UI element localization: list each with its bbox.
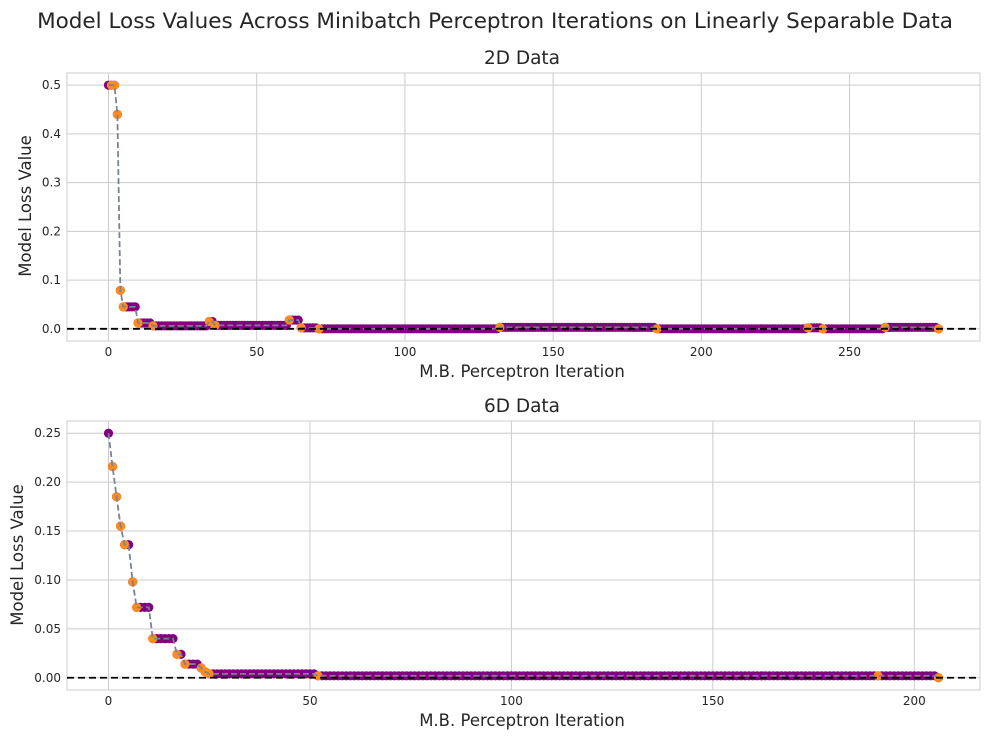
- series-area: [103, 428, 944, 683]
- y-tick-label: 0.20: [34, 475, 61, 489]
- x-tick-label: 250: [838, 345, 861, 359]
- panel-6d-data: 6D Data 0 50 100 150 200 0.00 0.05 0.10 0.15 0.20…: [8, 396, 981, 730]
- x-axis-label: M.B. Perceptron Iteration: [419, 362, 625, 381]
- x-tick-label: 200: [690, 345, 713, 359]
- axes-frame: [66, 72, 981, 342]
- x-tick-label: 50: [302, 694, 317, 708]
- y-tick-label: 0.5: [42, 78, 61, 92]
- x-tick-label: 150: [542, 345, 565, 359]
- plot-area: 0 50 100 150 200 250 0.0 0.1 0.2 0.3 0.4 0.5: [42, 72, 981, 359]
- series-update-points: [107, 461, 944, 683]
- x-tick-label: 100: [500, 694, 523, 708]
- update-point: [132, 602, 142, 612]
- series-loss-points: [103, 428, 944, 683]
- y-tick-label: 0.2: [42, 224, 61, 238]
- panel-2d-data: 2D Data 0 50 100 150 200 250 0.0 0.1 0.2 0.3 0.4 0.…: [16, 48, 981, 381]
- x-tick-label: 150: [701, 694, 724, 708]
- panel-title: 2D Data: [484, 48, 560, 69]
- update-point: [148, 634, 158, 644]
- update-point: [172, 649, 182, 659]
- series-update-points: [106, 80, 944, 334]
- grid: [67, 421, 980, 690]
- y-tick-label: 0.3: [42, 176, 61, 190]
- series-loss-points: [103, 80, 944, 334]
- y-tick-label: 0.0: [42, 322, 61, 336]
- figure-title: Model Loss Values Across Minibatch Perce…: [37, 9, 953, 34]
- y-tick-label: 0.00: [34, 671, 61, 685]
- loss-line: [108, 84, 939, 330]
- x-tick-label: 100: [393, 345, 416, 359]
- tick-labels: 0 50 100 150 200 250 0.0 0.1 0.2 0.3 0.4 0.5: [42, 78, 861, 359]
- grid: [67, 73, 980, 341]
- x-tick-label: 200: [903, 694, 926, 708]
- plot-area: 0 50 100 150 200 0.00 0.05 0.10 0.15 0.20 0.25: [34, 420, 981, 708]
- x-tick-label: 0: [105, 345, 113, 359]
- y-tick-label: 0.05: [34, 622, 61, 636]
- panel-title: 6D Data: [484, 396, 560, 417]
- tick-labels: 0 50 100 150 200 0.00 0.05 0.10 0.15 0.20 0.25: [34, 426, 925, 708]
- update-point: [112, 109, 122, 120]
- y-tick-label: 0.10: [34, 573, 61, 587]
- y-tick-label: 0.4: [42, 127, 61, 141]
- series-area: [103, 80, 944, 334]
- loss-line: [107, 433, 939, 679]
- x-axis-label: M.B. Perceptron Iteration: [419, 711, 625, 730]
- x-tick-label: 50: [249, 345, 264, 359]
- y-axis-label: Model Loss Value: [16, 135, 35, 277]
- axes-frame: [66, 420, 981, 691]
- loss-point: [103, 428, 114, 438]
- update-point: [107, 461, 118, 472]
- y-tick-label: 0.1: [42, 273, 61, 287]
- y-axis-label: Model Loss Value: [8, 484, 27, 626]
- y-tick-label: 0.25: [34, 426, 61, 440]
- x-tick-label: 0: [105, 694, 113, 708]
- y-tick-label: 0.15: [34, 524, 61, 538]
